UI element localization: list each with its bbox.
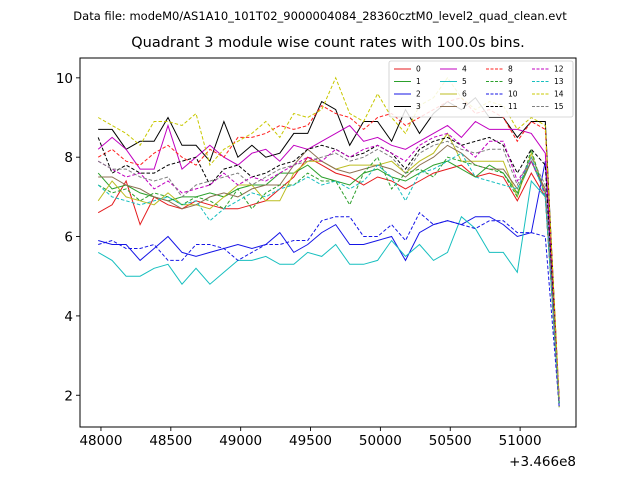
series-layer bbox=[97, 76, 560, 408]
x-tick-label: 51000 bbox=[499, 433, 542, 449]
y-tick-label: 2 bbox=[64, 388, 73, 404]
x-offset-label: +3.466e8 bbox=[509, 454, 576, 470]
series-line-6 bbox=[97, 132, 560, 408]
figure-suptitle: Data file: modeM0/AS1A10_101T02_90000040… bbox=[73, 9, 567, 23]
plot-frame bbox=[79, 57, 577, 428]
series-line-7 bbox=[98, 144, 560, 404]
legend-label-1: 1 bbox=[416, 77, 421, 86]
chart-title: Quadrant 3 module wise count rates with … bbox=[131, 35, 525, 51]
series-line-1 bbox=[97, 159, 560, 408]
series-line-4 bbox=[97, 120, 560, 400]
legend-box bbox=[388, 60, 574, 118]
y-axis: 2 4 6 8 10 bbox=[56, 71, 80, 404]
legend-label-2: 2 bbox=[416, 90, 421, 99]
y-tick-label: 10 bbox=[56, 71, 73, 87]
series-line-9 bbox=[97, 147, 560, 404]
series-line-2 bbox=[98, 161, 560, 400]
series-line-5 bbox=[97, 179, 560, 404]
x-tick-label: 49000 bbox=[219, 433, 262, 449]
series-line-11 bbox=[97, 136, 560, 404]
series-line-14 bbox=[97, 76, 560, 400]
legend-label-8: 8 bbox=[508, 65, 513, 74]
legend-label-13: 13 bbox=[554, 77, 564, 86]
legend-label-14: 14 bbox=[554, 90, 564, 99]
legend-label-11: 11 bbox=[508, 102, 518, 111]
legend-label-3: 3 bbox=[416, 102, 421, 111]
legend-label-6: 6 bbox=[462, 90, 467, 99]
series-line-13 bbox=[97, 152, 560, 404]
legend-label-12: 12 bbox=[554, 65, 564, 74]
legend-label-10: 10 bbox=[508, 90, 518, 99]
x-tick-label: 48500 bbox=[149, 433, 192, 449]
x-tick-label: 49500 bbox=[289, 433, 332, 449]
legend-label-4: 4 bbox=[462, 65, 467, 74]
x-axis: 48000 48500 49000 49500 50000 50500 51000 bbox=[79, 427, 542, 449]
series-line-15 bbox=[97, 140, 560, 404]
x-tick-label: 48000 bbox=[79, 433, 122, 449]
x-tick-label: 50000 bbox=[359, 433, 402, 449]
series-line-10 bbox=[98, 211, 560, 408]
y-tick-label: 4 bbox=[64, 309, 73, 325]
y-tick-label: 8 bbox=[64, 150, 73, 166]
series-line-12 bbox=[97, 132, 560, 400]
legend-label-15: 15 bbox=[554, 102, 564, 111]
legend-label-7: 7 bbox=[462, 102, 467, 111]
legend-label-0: 0 bbox=[416, 65, 421, 74]
legend-label-9: 9 bbox=[508, 77, 513, 86]
series-line-8 bbox=[97, 97, 560, 400]
series-line-0 bbox=[97, 156, 560, 404]
x-tick-label: 50500 bbox=[429, 433, 472, 449]
legend-label-5: 5 bbox=[462, 77, 467, 86]
y-tick-label: 6 bbox=[64, 230, 73, 246]
